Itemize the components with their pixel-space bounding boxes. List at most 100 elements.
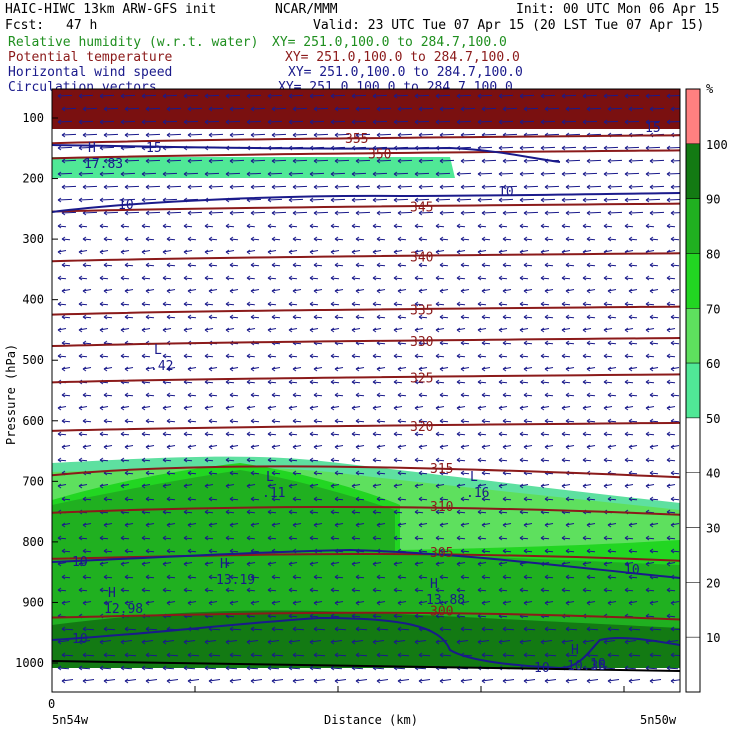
vector-head	[313, 626, 318, 632]
vector-arrow	[208, 550, 218, 553]
vector-arrow	[645, 484, 655, 487]
vector-head	[481, 574, 486, 580]
vector-arrow	[544, 550, 554, 553]
vector-arrow	[61, 394, 71, 397]
vector-arrow	[225, 381, 235, 384]
vector-head	[187, 522, 192, 528]
vector-head	[225, 275, 230, 281]
vector-arrow	[666, 406, 676, 409]
vector-head	[313, 496, 318, 502]
vector-head	[603, 327, 608, 333]
vector-arrow	[162, 328, 172, 331]
vector-head	[187, 392, 192, 398]
vector-arrow	[477, 537, 487, 540]
vector-head	[645, 93, 650, 99]
vector-arrow	[313, 628, 326, 631]
vector-head	[292, 132, 297, 138]
vector-head	[78, 665, 83, 671]
vector-arrow	[330, 120, 346, 123]
vector-head	[477, 405, 482, 411]
vector-head	[267, 93, 272, 99]
vector-arrow	[645, 198, 661, 201]
vector-arrow	[435, 198, 451, 201]
vector-head	[645, 301, 650, 307]
vector-arrow	[460, 576, 470, 579]
vector-head	[187, 236, 192, 242]
vector-arrow	[477, 146, 493, 149]
vector-arrow	[141, 172, 157, 175]
vector-head	[603, 405, 608, 411]
vector-arrow	[292, 472, 302, 475]
vector-head	[477, 483, 482, 489]
vector-head	[187, 496, 192, 502]
vector-arrow	[523, 289, 533, 292]
vector-head	[145, 600, 150, 606]
vector-head	[477, 197, 482, 203]
vector-head	[82, 236, 87, 242]
vector-arrow	[540, 277, 550, 280]
vector-arrow	[313, 159, 329, 162]
vector-head	[57, 275, 62, 281]
vector-arrow	[439, 679, 452, 682]
vector-arrow	[162, 433, 172, 436]
vector-head	[523, 574, 528, 580]
vector-head	[456, 197, 461, 203]
vector-arrow	[309, 225, 319, 228]
vector-arrow	[334, 420, 344, 423]
vector-head	[393, 171, 398, 177]
vector-head	[204, 639, 209, 645]
y-tick-label: 100	[22, 111, 44, 125]
vector-head	[519, 119, 524, 125]
vector-head	[61, 626, 66, 632]
vector-head	[439, 314, 444, 320]
vector-head	[124, 548, 129, 554]
wind-speed-label: 10	[534, 661, 550, 676]
vector-arrow	[166, 445, 176, 448]
vector-head	[435, 327, 440, 333]
vector-head	[502, 626, 507, 632]
vector-arrow	[393, 615, 403, 618]
vector-head	[498, 457, 503, 463]
vector-arrow	[414, 120, 430, 123]
vector-arrow	[267, 484, 277, 487]
vector-head	[498, 405, 503, 411]
vector-arrow	[267, 537, 277, 540]
vector-arrow	[481, 238, 491, 241]
vector-arrow	[61, 628, 74, 631]
vector-head	[288, 587, 293, 593]
vector-arrow	[435, 328, 445, 331]
vector-head	[544, 600, 549, 606]
vector-arrow	[477, 640, 490, 643]
vector-arrow	[414, 459, 424, 462]
vector-arrow	[183, 277, 193, 280]
vector-arrow	[435, 172, 451, 175]
vector-arrow	[141, 381, 151, 384]
vector-head	[57, 171, 62, 177]
vector-head	[61, 652, 66, 658]
vector-head	[561, 535, 566, 541]
vector-head	[502, 288, 507, 294]
vector-head	[204, 665, 209, 671]
vector-head	[208, 418, 213, 424]
vector-arrow	[145, 238, 155, 241]
vector-arrow	[544, 523, 554, 526]
vector-arrow	[183, 484, 193, 487]
y-tick-label: 900	[22, 595, 44, 609]
vector-head	[418, 184, 423, 190]
vector-head	[82, 158, 87, 164]
vector-arrow	[61, 654, 74, 657]
vector-head	[561, 587, 566, 593]
vector-head	[565, 106, 570, 112]
vector-head	[372, 509, 377, 515]
vector-head	[187, 366, 192, 372]
vector-head	[435, 353, 440, 359]
vector-arrow	[376, 576, 386, 579]
vector-head	[330, 639, 335, 645]
colorbar-swatch	[685, 253, 701, 309]
vector-arrow	[229, 472, 239, 475]
extremum-value: .16	[466, 486, 489, 501]
colorbar-level: 10	[706, 631, 720, 645]
vector-arrow	[540, 328, 550, 331]
vector-arrow	[481, 211, 497, 214]
vector-arrow	[288, 589, 298, 592]
